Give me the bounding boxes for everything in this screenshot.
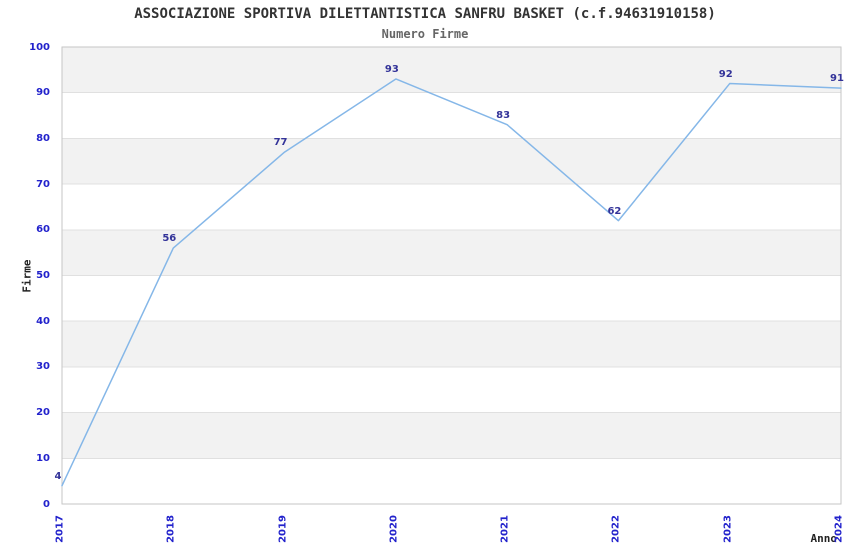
chart-subtitle: Numero Firme	[381, 27, 469, 41]
y-tick-label: 70	[36, 178, 50, 190]
chart-title: ASSOCIAZIONE SPORTIVA DILETTANTISTICA SA…	[134, 6, 716, 22]
data-label: 77	[273, 137, 288, 149]
y-tick-label: 100	[29, 41, 50, 53]
data-label: 93	[384, 63, 399, 75]
y-tick-label: 30	[36, 361, 50, 373]
y-tick-label: 20	[36, 407, 50, 419]
y-tick-label: 80	[36, 132, 50, 144]
y-tick-label: 0	[43, 498, 50, 510]
data-label: 83	[496, 109, 511, 121]
x-tick-label: 2024	[833, 515, 845, 543]
y-tick-label: 90	[36, 87, 50, 99]
data-label: 92	[718, 68, 733, 80]
y-tick-label: 40	[36, 315, 50, 327]
x-tick-label: 2021	[499, 515, 511, 543]
data-label: 62	[607, 205, 622, 217]
y-tick-label: 60	[36, 224, 50, 236]
x-tick-label: 2017	[54, 515, 66, 543]
x-tick-label: 2018	[165, 515, 177, 543]
x-axis-title: Anno	[810, 532, 838, 545]
x-tick-label: 2020	[388, 515, 400, 543]
x-tick-label: 2023	[722, 515, 734, 543]
y-tick-label: 50	[36, 270, 50, 281]
data-line	[61, 78, 842, 487]
data-label: 91	[830, 73, 844, 85]
data-label: 4	[54, 470, 62, 482]
y-tick-label: 10	[36, 452, 50, 464]
data-label: 56	[162, 233, 177, 245]
x-tick-label: 2019	[277, 515, 289, 543]
x-tick-label: 2022	[610, 515, 622, 543]
